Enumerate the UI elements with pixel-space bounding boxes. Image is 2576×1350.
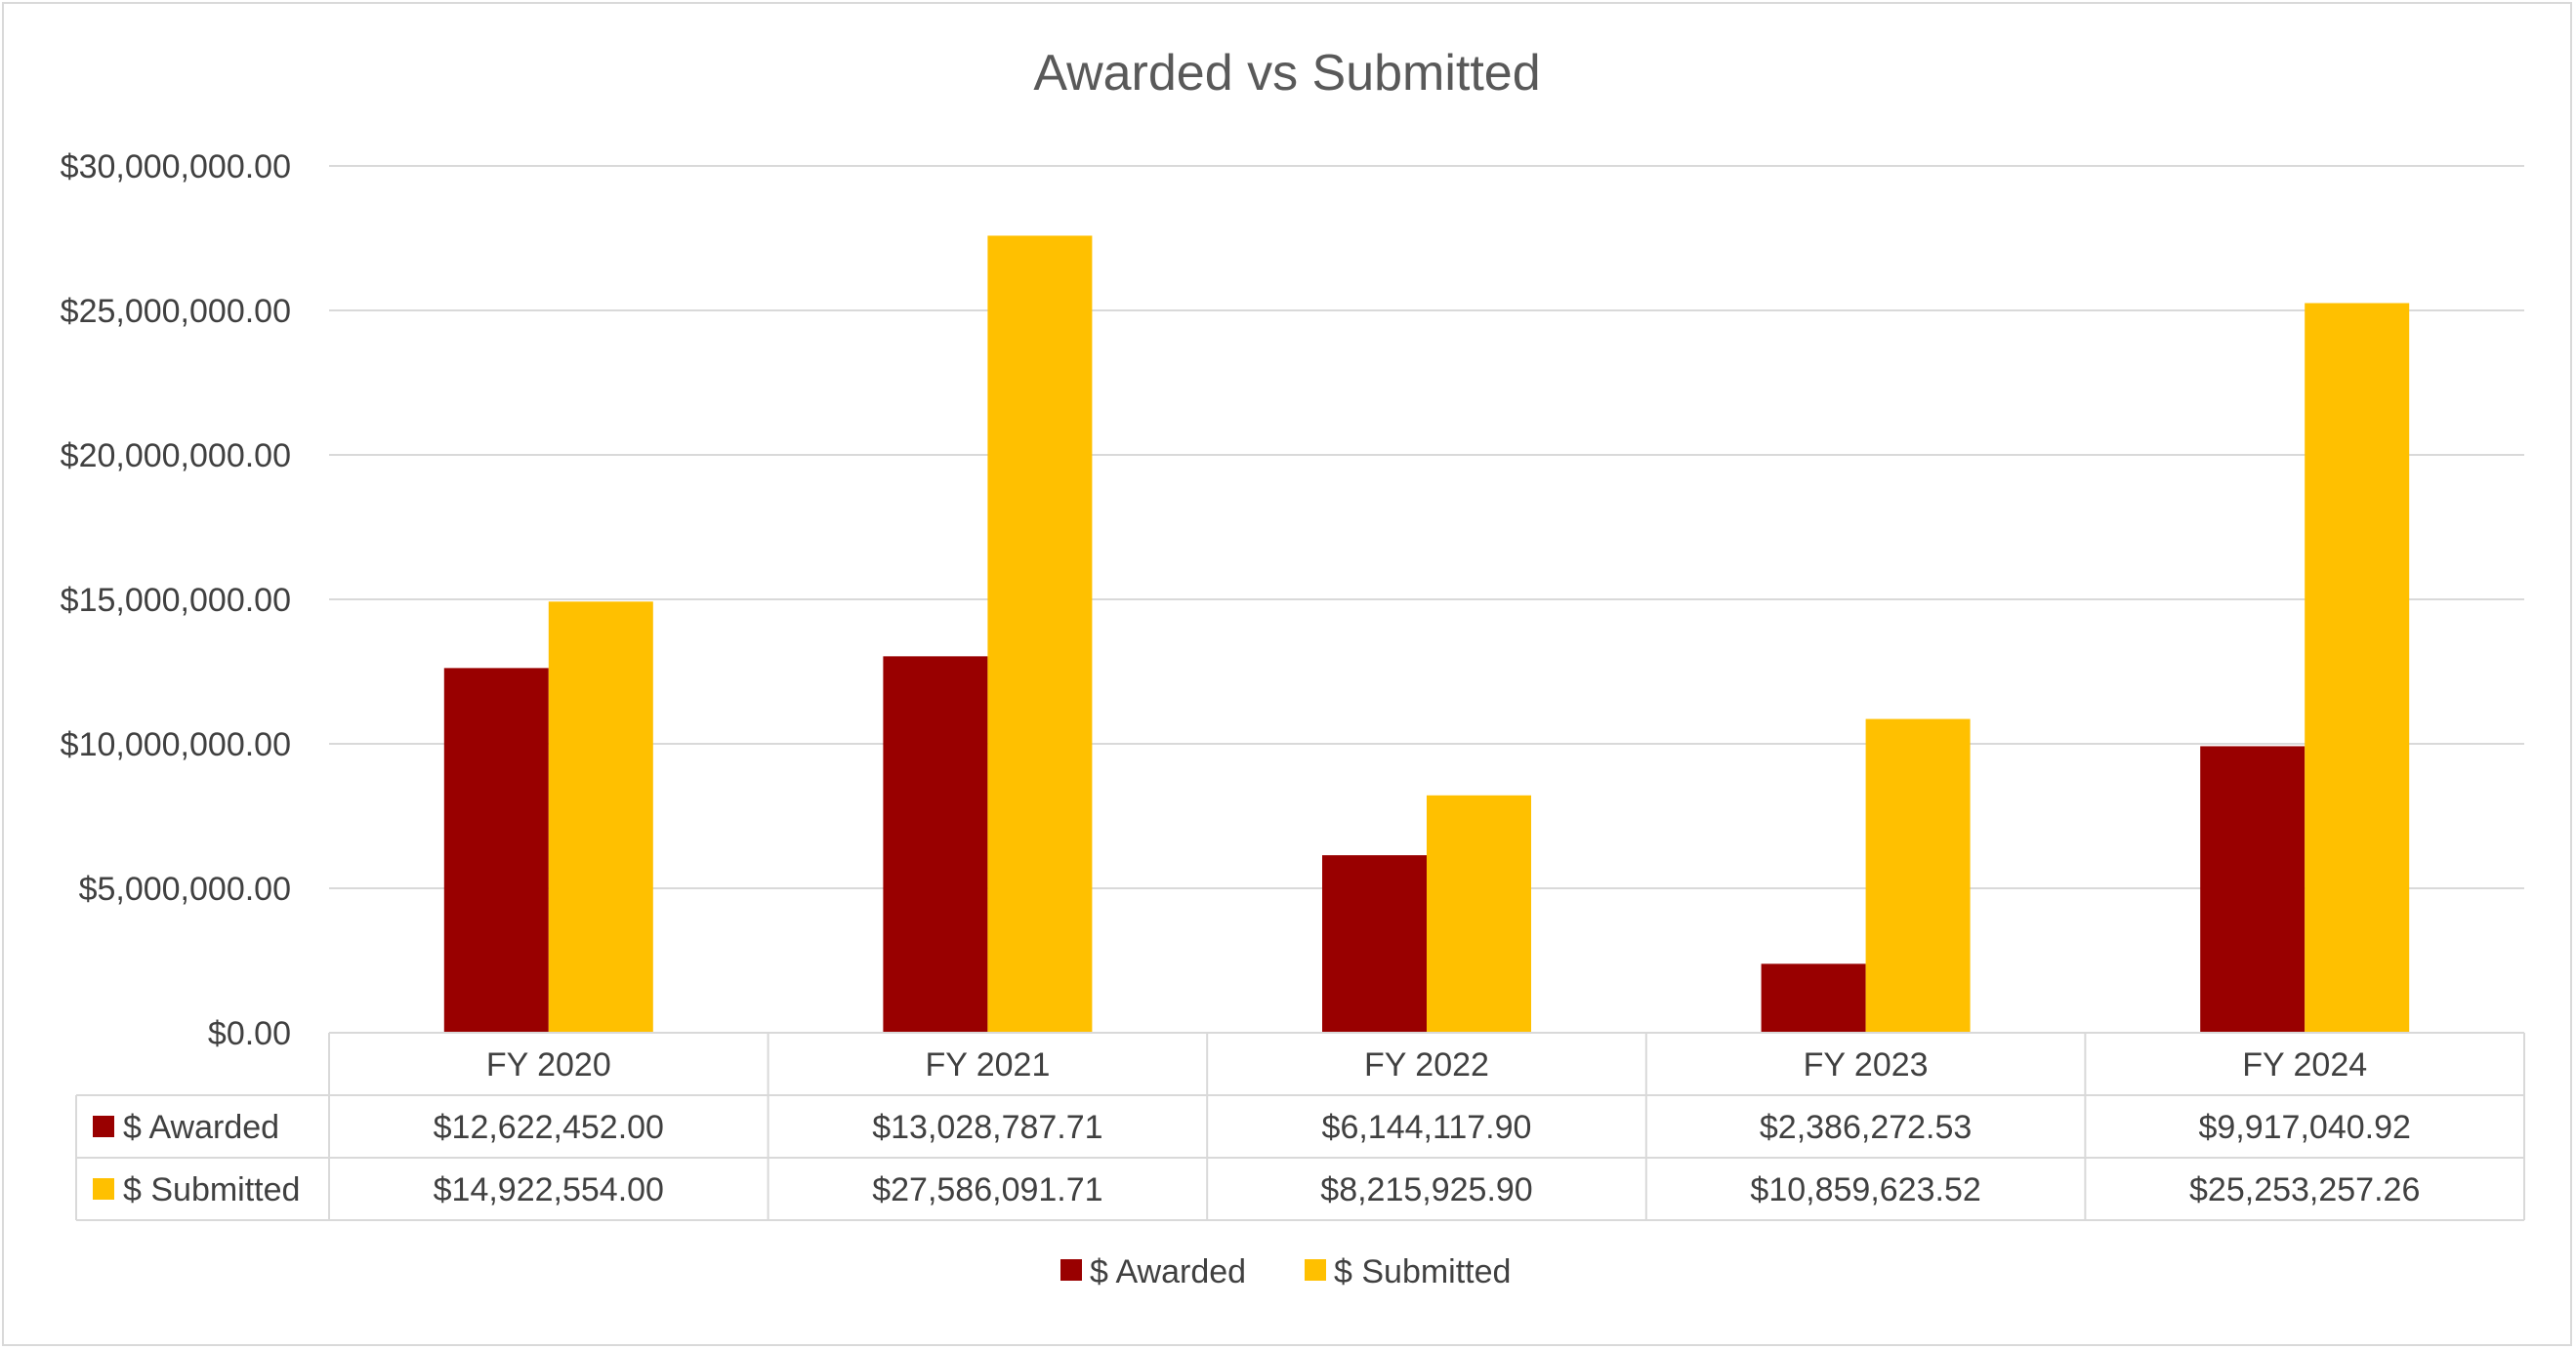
bar-awarded <box>1322 855 1427 1033</box>
y-tick-label: $10,000,000.00 <box>61 726 291 763</box>
data-label: $12,622,452.00 <box>434 1109 664 1146</box>
y-tick-label: $15,000,000.00 <box>61 582 291 619</box>
data-label: $25,253,257.26 <box>2189 1171 2420 1208</box>
bar-submitted <box>987 235 1093 1034</box>
data-label: $6,144,117.90 <box>1322 1109 1532 1146</box>
legend-label: $ Awarded <box>1090 1253 1246 1290</box>
y-tick-label: $25,000,000.00 <box>61 293 291 330</box>
data-label: $9,917,040.92 <box>2198 1109 2410 1146</box>
chart-title: Awarded vs Submitted <box>1033 45 1540 102</box>
bar-submitted <box>1427 795 1531 1033</box>
bars <box>443 235 2410 1034</box>
legend-swatch <box>1060 1259 1082 1281</box>
x-tick-label: FY 2022 <box>1364 1046 1489 1084</box>
data-label: $14,922,554.00 <box>434 1171 664 1208</box>
table-series-name: $ Awarded <box>123 1109 279 1146</box>
bar-submitted <box>1865 718 1971 1033</box>
x-tick-label: FY 2021 <box>925 1046 1050 1084</box>
y-tick-label: $0.00 <box>208 1015 291 1052</box>
legend-label: $ Submitted <box>1334 1253 1511 1290</box>
table-series-swatch <box>93 1178 114 1200</box>
data-label: $2,386,272.53 <box>1760 1109 1972 1146</box>
bar-awarded <box>883 656 988 1033</box>
x-tick-label: FY 2024 <box>2242 1046 2367 1084</box>
data-label: $27,586,091.71 <box>872 1171 1102 1208</box>
data-label: $10,859,623.52 <box>1750 1171 1980 1208</box>
table-series-name: $ Submitted <box>123 1171 300 1208</box>
x-tick-label: FY 2020 <box>486 1046 611 1084</box>
y-axis-ticks: $0.00 $5,000,000.00 $10,000,000.00 $15,000,… <box>61 148 291 1052</box>
bar-submitted <box>2305 303 2410 1034</box>
bar-submitted <box>548 601 653 1033</box>
y-tick-label: $5,000,000.00 <box>79 871 291 908</box>
bar-awarded <box>2200 746 2306 1033</box>
legend: $ Awarded $ Submitted <box>1060 1253 1511 1290</box>
x-tick-label: FY 2023 <box>1804 1046 1929 1084</box>
table-series-swatch <box>93 1116 114 1137</box>
data-label: $13,028,787.71 <box>872 1109 1102 1146</box>
data-label: $8,215,925.90 <box>1320 1171 1532 1208</box>
bar-awarded <box>1761 963 1866 1033</box>
data-table: FY 2020 FY 2021 FY 2022 FY 2023 FY 2024 $ Awa… <box>75 1032 2525 1221</box>
y-tick-label: $20,000,000.00 <box>61 437 291 474</box>
y-tick-label: $30,000,000.00 <box>61 148 291 185</box>
legend-swatch <box>1305 1259 1326 1281</box>
bar-awarded <box>443 668 549 1033</box>
